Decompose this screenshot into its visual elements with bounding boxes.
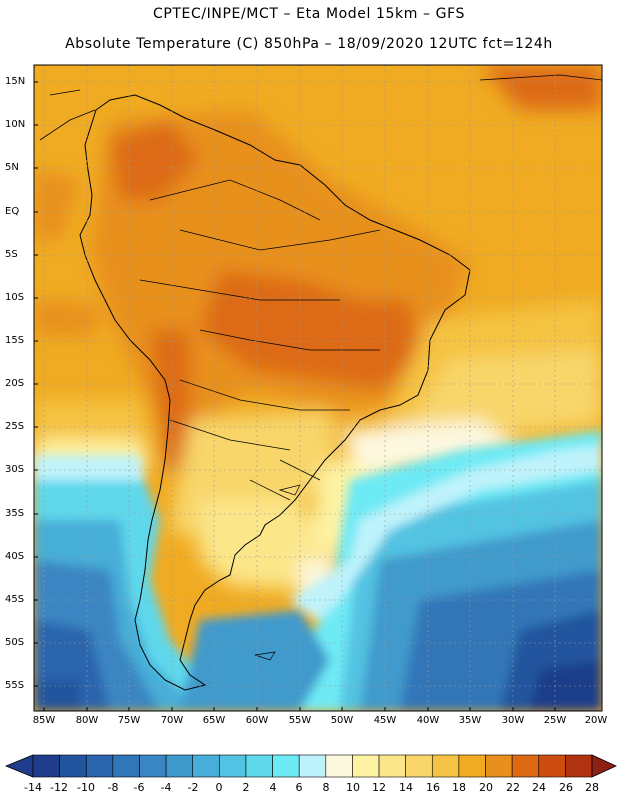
lat-label: 50S — [5, 637, 25, 648]
coastline — [79, 94, 471, 691]
lon-label: 85W — [32, 715, 56, 726]
colorbar-swatch — [112, 754, 140, 778]
colorbar-label: -6 — [133, 781, 145, 794]
map-frame — [33, 64, 603, 712]
lon-label: 35W — [458, 715, 482, 726]
colorbar-label: 12 — [372, 781, 386, 794]
colorbar-swatch — [565, 754, 593, 778]
lat-label: 55S — [5, 680, 25, 691]
colorbar-label: 28 — [585, 781, 599, 794]
lat-label: 25S — [5, 421, 25, 432]
colorbar-label: -4 — [160, 781, 172, 794]
colorbar-label: -14 — [24, 781, 42, 794]
colorbar-swatch — [32, 754, 60, 778]
lat-label: 5N — [5, 162, 19, 173]
lat-label: 15N — [5, 76, 26, 87]
colorbar-swatch — [378, 754, 406, 778]
colorbar-label: 26 — [559, 781, 573, 794]
lon-label: 80W — [75, 715, 99, 726]
colorbar-swatch — [485, 754, 513, 778]
colorbar-swatch — [192, 754, 220, 778]
lon-label: 70W — [160, 715, 184, 726]
colorbar-swatch — [272, 754, 300, 778]
colorbar-label: 2 — [242, 781, 250, 794]
colorbar-swatch — [85, 754, 114, 778]
colorbar-label: 4 — [269, 781, 277, 794]
colorbar-swatch — [219, 754, 247, 778]
colorbar-label: 22 — [506, 781, 520, 794]
colorbar-arrow-high — [591, 754, 617, 778]
colorbar-label: -2 — [187, 781, 199, 794]
colorbar-swatch — [511, 754, 540, 778]
lat-label: 5S — [5, 249, 18, 260]
lat-label: 45S — [5, 594, 25, 605]
lat-label: 20S — [5, 378, 25, 389]
colorbar-swatch — [139, 754, 167, 778]
lon-label: 30W — [501, 715, 525, 726]
lat-label: 30S — [5, 464, 25, 475]
lat-label: 10N — [5, 119, 26, 130]
lon-label: 75W — [117, 715, 141, 726]
colorbar-label: 8 — [322, 781, 330, 794]
colorbar-label: 14 — [399, 781, 413, 794]
lat-label: EQ — [5, 206, 20, 217]
lat-label: 40S — [5, 551, 25, 562]
chart-title-line2: Absolute Temperature (C) 850hPa – 18/09/… — [65, 36, 553, 52]
colorbar-swatch — [325, 754, 353, 778]
colorbar-label: 18 — [452, 781, 466, 794]
colorbar-label: 16 — [426, 781, 440, 794]
colorbar-swatch — [538, 754, 566, 778]
lon-label: 65W — [202, 715, 226, 726]
colorbar-swatch — [165, 754, 194, 778]
lon-label: 55W — [288, 715, 312, 726]
colorbar-swatch — [431, 754, 460, 778]
lat-label: 35S — [5, 508, 25, 519]
colorbar-label: -10 — [77, 781, 95, 794]
colorbar-label: 0 — [215, 781, 223, 794]
colorbar-swatch — [405, 754, 433, 778]
colorbar-label: 6 — [295, 781, 303, 794]
chart-title-line1: CPTEC/INPE/MCT – Eta Model 15km – GFS — [152, 6, 466, 22]
colorbar-label: 20 — [479, 781, 493, 794]
colorbar-swatch — [298, 754, 327, 778]
colorbar — [4, 754, 617, 778]
colorbar-label: -12 — [50, 781, 68, 794]
colorbar-swatch — [352, 754, 380, 778]
colorbar-label: -8 — [107, 781, 119, 794]
colorbar-arrow-low — [4, 754, 34, 778]
lon-label: 45W — [373, 715, 397, 726]
colorbar-label: 24 — [532, 781, 546, 794]
lon-label: 25W — [543, 715, 567, 726]
colorbar-swatch — [59, 754, 87, 778]
lon-label: 20W — [584, 715, 608, 726]
lat-label: 15S — [5, 335, 25, 346]
colorbar-label: 10 — [346, 781, 360, 794]
colorbar-swatch — [458, 754, 486, 778]
lon-label: 60W — [245, 715, 269, 726]
lat-label: 10S — [5, 292, 25, 303]
lon-label: 40W — [416, 715, 440, 726]
lon-label: 50W — [330, 715, 354, 726]
temperature-field — [34, 65, 602, 711]
colorbar-swatch — [245, 754, 273, 778]
